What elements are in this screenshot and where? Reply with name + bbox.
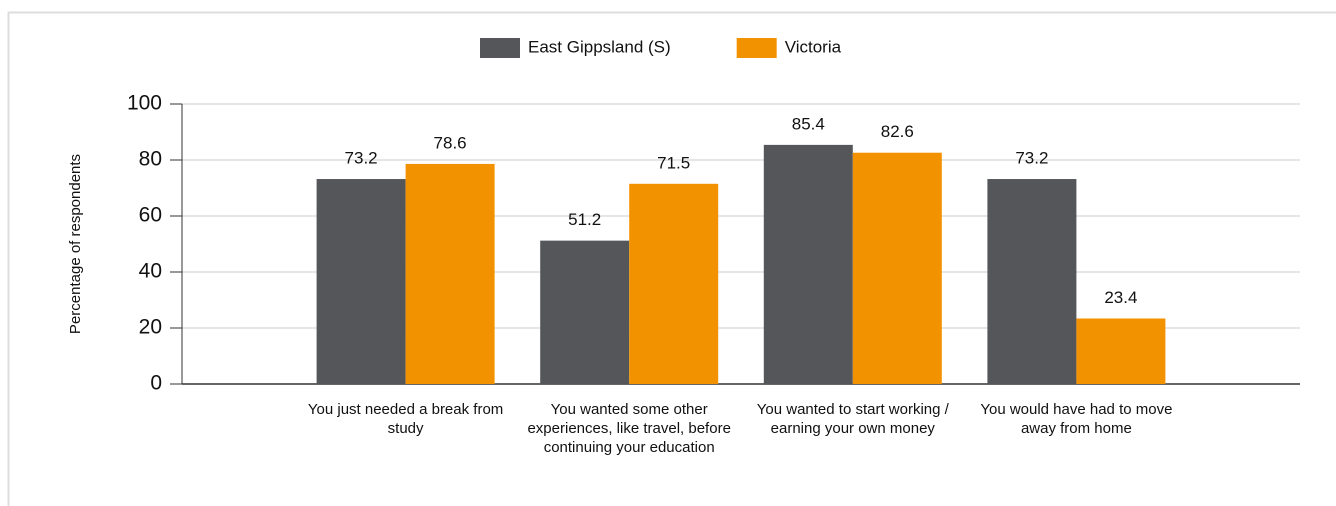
x-tick-label: You just needed a break from study [307,401,504,437]
bar [763,144,853,384]
legend-label: Victoria [785,37,842,56]
bar [1076,318,1166,384]
y-axis-label: Percentage of respondents [67,154,84,334]
x-tick-label: You wanted to start working / earning yo… [756,401,949,437]
y-tick-label: 100 [127,92,162,115]
data-label: 51.2 [568,210,601,229]
bar [316,179,406,384]
y-tick-label: 80 [139,148,162,171]
data-label: 73.2 [1015,149,1048,168]
y-tick-label: 40 [139,260,162,283]
data-label: 23.4 [1104,288,1137,307]
bar [852,152,942,384]
y-tick-label: 0 [150,372,162,395]
bar [540,240,630,384]
x-tick-label: You would have had to move away from hom… [980,401,1173,437]
legend-label: East Gippsland (S) [528,37,671,56]
y-tick-label: 60 [139,204,162,227]
bar [629,183,719,384]
data-label: 73.2 [345,149,378,168]
data-label: 85.4 [792,114,825,133]
bar [405,163,495,384]
data-label: 78.6 [434,133,467,152]
data-label: 82.6 [881,122,914,141]
bar [987,179,1077,384]
x-tick-label: You wanted some other experiences, like … [527,401,731,456]
y-tick-label: 20 [139,316,162,339]
data-label: 71.5 [657,153,690,172]
frame [7,11,1336,506]
legend-swatch [480,38,520,58]
legend-swatch [736,38,777,58]
